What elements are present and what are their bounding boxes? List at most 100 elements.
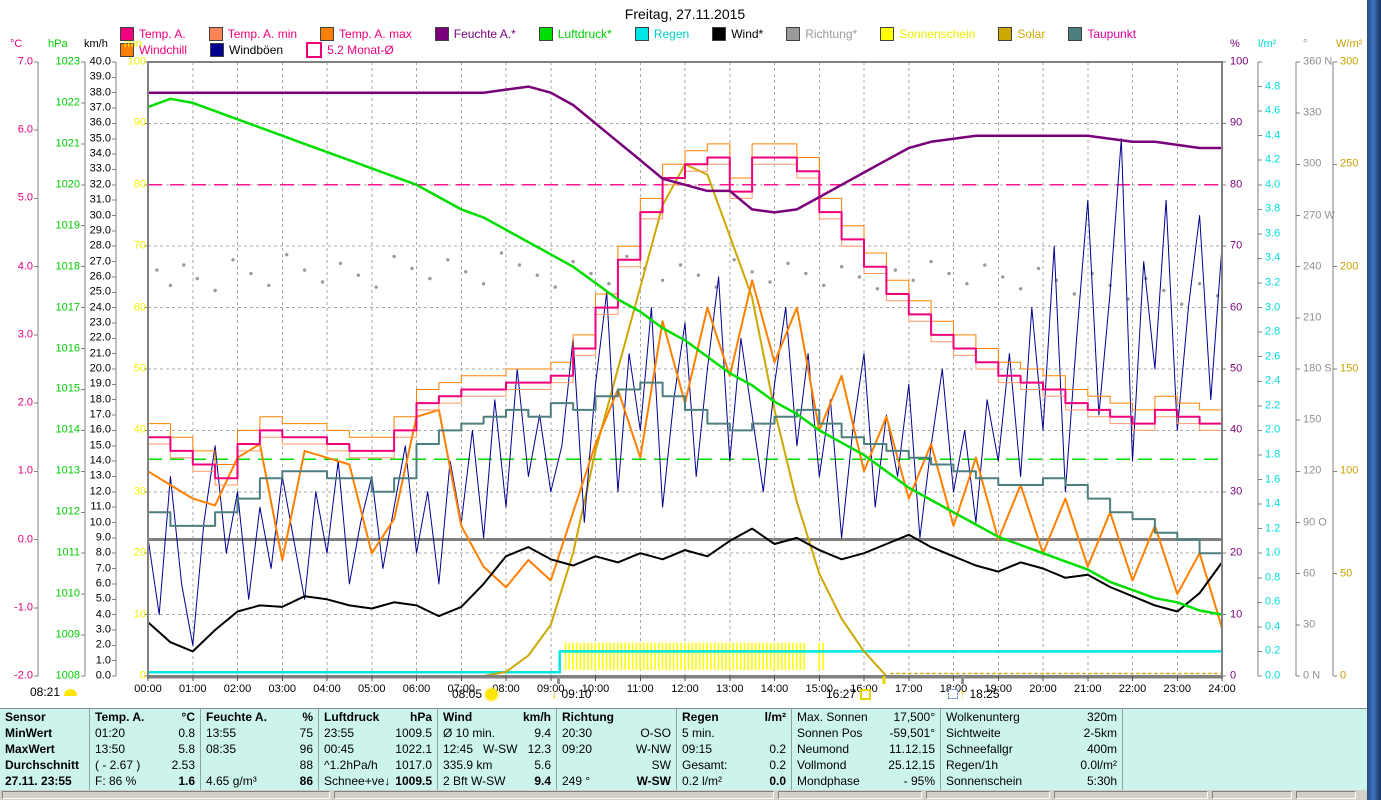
axis-tick-label-kmh: 9.0 [51,532,111,543]
axis-tick-label-kmh: 6.0 [51,578,111,589]
x-axis-tick-label: 14:00 [761,683,789,695]
table-cell-value: 12.3 [528,741,551,757]
axis-tick-label-kmh: 37.0 [51,103,111,114]
axis-tick-label-lm2: 1.6 [1265,474,1280,485]
table-row: ( - 2.67 )2.53 [90,757,200,773]
axis-tick-label-kmh: 34.0 [51,149,111,160]
axis-tick-label-kmh: 13.0 [51,471,111,482]
axis-tick-label-kmh: 21.0 [51,348,111,359]
x-axis-tick-label: 24:00 [1208,683,1236,695]
axis-unit-pct: % [1230,38,1240,50]
axis-tick-label-lm2: 0.6 [1265,597,1280,608]
axis-tick-label-lm2: 4.8 [1265,81,1280,92]
table-cell-value: 5.8 [178,741,195,757]
axis-tick-label-min: 70 [86,241,146,252]
axis-tick-label-lm2: 2.6 [1265,351,1280,362]
table-cell-value: 5:30h [1087,773,1117,789]
table-cell-label: Schneefallgr [946,741,1013,757]
axis-tick-label-kmh: 23.0 [51,317,111,328]
axis-tick-label-pct: 10 [1230,609,1242,620]
axis-tick-label-deg: 240 [1303,261,1321,272]
axis-unit-min: min [124,38,142,50]
axis-tick-label-wm2: 300 [1340,57,1358,68]
axis-unit-deg: ° [1303,38,1307,50]
annotation-time: 08:05 [452,687,482,701]
axis-tick-label-kmh: 17.0 [51,410,111,421]
axis-tick-label-pct: 100 [1230,57,1248,68]
table-cell-value: 320m [1087,709,1117,725]
x-axis-tick-label: 21:00 [1074,683,1102,695]
axis-tick-label-kmh: 27.0 [51,256,111,267]
axis-tick-label-wm2: 250 [1340,159,1358,170]
x-axis-tick-label: 23:00 [1163,683,1191,695]
table-cell-label: Max. Sonnen [797,709,868,725]
square-open-icon [860,689,871,700]
axis-tick-label-deg: 270 W [1303,210,1335,221]
axis-tick-label-deg: 210 [1303,312,1321,323]
table-cell-value: 1017.0 [395,757,432,773]
table-cell-value: 1022.1 [395,741,432,757]
axis-tick-label-wm2: 100 [1340,466,1358,477]
axis-tick-label-min: 60 [86,302,146,313]
table-cell-label: Wolkenunterg [946,709,1020,725]
x-axis-tick-label: 17:00 [895,683,923,695]
x-axis-tick-label: 04:00 [313,683,341,695]
axis-tick-label-deg: 300 [1303,159,1321,170]
table-cell-label: Regen [682,709,719,725]
table-row: Sonnenschein 5:30h [941,773,1122,789]
table-row: Temp. A.°C [90,709,200,725]
axis-tick-label-min: 20 [86,548,146,559]
table-cell-label: 01:20 [95,725,125,741]
axis-tick-label-min: 40 [86,425,146,436]
table-cell-value: °C [182,709,195,725]
table-cell-value: 0.0 [769,773,786,789]
status-bar-segment [334,791,774,799]
table-column-feuchte-a-: Feuchte A.%13:557508:3596884.65 g/m³86 [201,709,319,790]
table-cell-label: ^1.2hPa/h [324,757,378,773]
table-cell-value: 1009.5 [395,725,432,741]
table-row: MinWert [0,725,89,741]
status-bar-segment [1296,791,1356,799]
axis-tick-label-wm2: 150 [1340,364,1358,375]
table-row: 00:451022.1 [319,741,437,757]
table-row: Sichtweite2-5km [941,725,1122,741]
axis-tick-label-lm2: 1.8 [1265,449,1280,460]
axis-unit-lm2: l/m² [1258,38,1276,50]
axis-tick-label-lm2: 4.0 [1265,179,1280,190]
table-row: Feuchte A.% [201,709,318,725]
table-cell-value: hPa [410,709,432,725]
status-bar [0,790,1381,800]
annotation-time: 18:25 [970,687,1000,701]
table-cell-value: 11.12.15 [889,741,935,757]
axis-tick-label-deg: 330 [1303,108,1321,119]
weather-app-window: Freitag, 27.11.2015 Temp. A.Temp. A. min… [0,0,1381,800]
table-cell-value: 25.12.15 [888,757,935,773]
table-cell-label: Sichtweite [946,725,1001,741]
table-row: 12:45 W-SW12.3 [438,741,556,757]
axis-tick-label-deg: 0 N [1303,671,1320,682]
axis-tick-label-kmh: 1.0 [51,655,111,666]
axis-tick-label-lm2: 2.0 [1265,425,1280,436]
axis-tick-label-kmh: 3.0 [51,624,111,635]
table-cell-label: 13:50 [95,741,125,757]
table-row: 09:20W-NW [557,741,676,757]
table-cell-label: Sonnenschein [946,773,1022,789]
axis-tick-label-lm2: 0.8 [1265,572,1280,583]
table-cell-label: 13:55 [206,725,236,741]
axis-tick-label-lm2: 3.2 [1265,278,1280,289]
axis-tick-label-kmh: 14.0 [51,456,111,467]
x-axis-tick-label: 11:00 [627,683,654,695]
annotation-moonrise: ↑18:25 [948,687,1000,701]
table-cell-label: 27.11. 23:55 [5,773,72,789]
axis-tick-label-wm2: 0 [1340,671,1346,682]
table-cell-value: 86 [300,773,313,789]
axis-tick-label-min: 0 [86,671,146,682]
table-cell-value: % [302,709,313,725]
table-row: 08:3596 [201,741,318,757]
table-row: 88 [201,757,318,773]
axis-tick-label-lm2: 0.4 [1265,621,1280,632]
table-row: 13:5575 [201,725,318,741]
axis-tick-label-lm2: 0.0 [1265,671,1280,682]
axis-tick-label-kmh: 39.0 [51,72,111,83]
x-axis-tick-label: 03:00 [268,683,296,695]
